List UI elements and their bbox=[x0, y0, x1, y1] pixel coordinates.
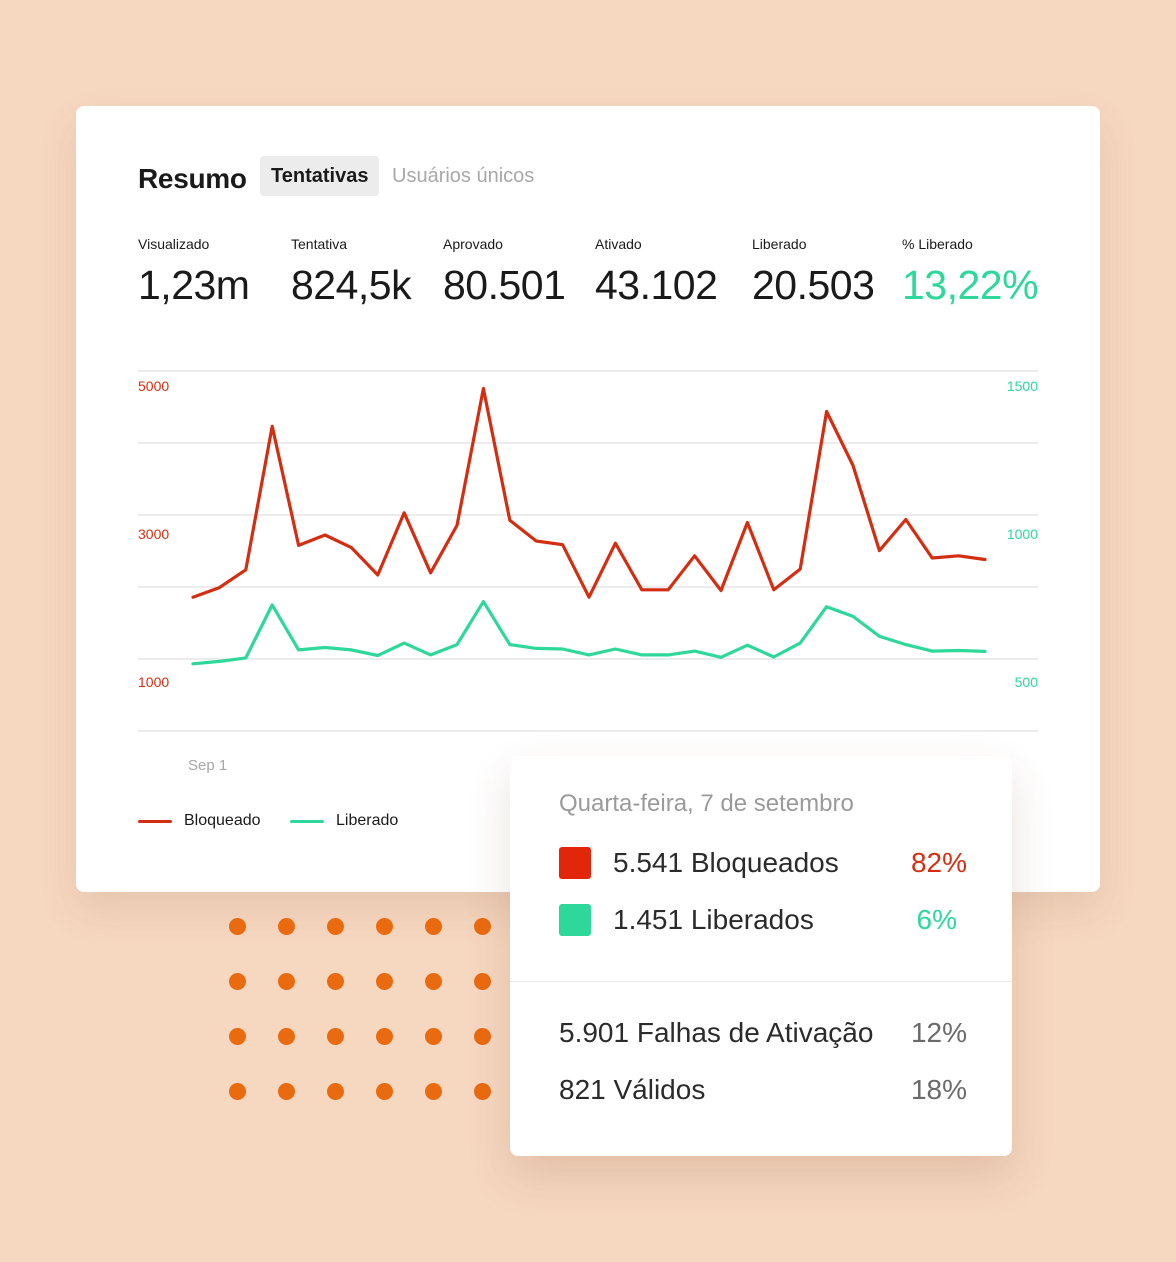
metric-label: Aprovado bbox=[443, 236, 503, 252]
tooltip-row-text: 1.451 Liberados bbox=[613, 904, 814, 935]
metric-label: Visualizado bbox=[138, 236, 210, 252]
legend-swatch bbox=[138, 819, 172, 823]
decorative-dot bbox=[376, 918, 393, 935]
metric-value: 80.501 bbox=[443, 262, 566, 308]
tooltip-row-text: 5.541 Bloqueados bbox=[613, 847, 839, 878]
metric-liberado: Liberado 20.503 bbox=[752, 236, 875, 309]
dot-pattern-decoration bbox=[229, 918, 509, 1108]
decorative-dot bbox=[327, 973, 344, 990]
tooltip-row-text: 821 Válidos bbox=[559, 1074, 706, 1105]
y-right-tick-label: 1000 bbox=[1007, 526, 1038, 542]
tooltip-row-percent: 12% bbox=[910, 1017, 967, 1048]
tooltip-row-validos: 821 Válidos 18% bbox=[559, 1073, 967, 1107]
color-swatch bbox=[559, 904, 591, 936]
tooltip-row-percent: 6% bbox=[916, 904, 957, 935]
decorative-dot bbox=[425, 1028, 442, 1045]
metric-percent-liberado: % Liberado 13,22% bbox=[902, 236, 1039, 309]
tooltip-row-percent: 18% bbox=[910, 1074, 967, 1105]
legend-item-bloqueado: Bloqueado bbox=[138, 812, 261, 830]
decorative-dot bbox=[229, 1083, 246, 1100]
decorative-dot bbox=[327, 1083, 344, 1100]
decorative-dot bbox=[327, 1028, 344, 1045]
chart-tooltip: Quarta-feira, 7 de setembro 5.541 Bloque… bbox=[510, 756, 1012, 1156]
tooltip-row-bloqueados: 5.541 Bloqueados 82% bbox=[559, 846, 967, 880]
decorative-dot bbox=[229, 918, 246, 935]
metric-value: 824,5k bbox=[291, 262, 412, 308]
metric-visualizado: Visualizado 1,23m bbox=[138, 236, 250, 309]
line-chart: 5000 3000 1000 1500 1000 500 Sep 1 bbox=[138, 370, 1039, 774]
metric-value: 20.503 bbox=[752, 262, 875, 308]
tooltip-row-text: 5.901 Falhas de Ativação bbox=[559, 1017, 874, 1048]
legend-swatch bbox=[290, 819, 324, 823]
decorative-dot bbox=[278, 1028, 295, 1045]
tooltip-row-liberados: 1.451 Liberados 6% bbox=[559, 903, 967, 937]
legend-item-liberado: Liberado bbox=[290, 812, 398, 830]
tab-tentativas[interactable]: Tentativas bbox=[260, 156, 380, 196]
decorative-dot bbox=[229, 1028, 246, 1045]
legend-label: Liberado bbox=[336, 812, 399, 829]
decorative-dot bbox=[278, 973, 295, 990]
y-left-tick-label: 1000 bbox=[138, 674, 169, 690]
metric-aprovado: Aprovado 80.501 bbox=[443, 236, 566, 309]
decorative-dot bbox=[376, 1028, 393, 1045]
decorative-dot bbox=[376, 973, 393, 990]
decorative-dot bbox=[474, 1083, 491, 1100]
series-line-bloqueado bbox=[191, 386, 987, 599]
decorative-dot bbox=[474, 1028, 491, 1045]
metric-label: Ativado bbox=[595, 236, 642, 252]
y-left-tick-label: 5000 bbox=[138, 378, 169, 394]
decorative-dot bbox=[425, 918, 442, 935]
tooltip-date: Quarta-feira, 7 de setembro bbox=[559, 790, 854, 817]
decorative-dot bbox=[474, 973, 491, 990]
metric-ativado: Ativado 43.102 bbox=[595, 236, 718, 309]
color-swatch bbox=[559, 847, 591, 879]
metric-tentativa: Tentativa 824,5k bbox=[291, 236, 412, 309]
y-left-tick-label: 3000 bbox=[138, 526, 169, 542]
metric-value: 43.102 bbox=[595, 262, 718, 308]
tooltip-row-falhas: 5.901 Falhas de Ativação 12% bbox=[559, 1016, 967, 1050]
series-line-liberado bbox=[191, 600, 987, 666]
decorative-dot bbox=[327, 918, 344, 935]
decorative-dot bbox=[425, 1083, 442, 1100]
legend-label: Bloqueado bbox=[184, 812, 261, 829]
decorative-dot bbox=[474, 918, 491, 935]
page-title: Resumo bbox=[138, 163, 247, 194]
decorative-dot bbox=[376, 1083, 393, 1100]
metric-value: 1,23m bbox=[138, 262, 250, 308]
metric-label: % Liberado bbox=[902, 236, 973, 252]
decorative-dot bbox=[278, 1083, 295, 1100]
metric-value: 13,22% bbox=[902, 262, 1039, 308]
metric-label: Liberado bbox=[752, 236, 807, 252]
decorative-dot bbox=[425, 973, 442, 990]
tooltip-row-percent: 82% bbox=[910, 847, 967, 878]
tooltip-divider bbox=[510, 981, 1012, 982]
tab-usuarios-unicos[interactable]: Usuários únicos bbox=[392, 165, 535, 187]
x-tick-label: Sep 1 bbox=[188, 757, 227, 774]
decorative-dot bbox=[278, 918, 295, 935]
y-right-tick-label: 500 bbox=[1015, 674, 1039, 690]
metric-label: Tentativa bbox=[291, 236, 348, 252]
decorative-dot bbox=[229, 973, 246, 990]
y-right-tick-label: 1500 bbox=[1007, 378, 1038, 394]
